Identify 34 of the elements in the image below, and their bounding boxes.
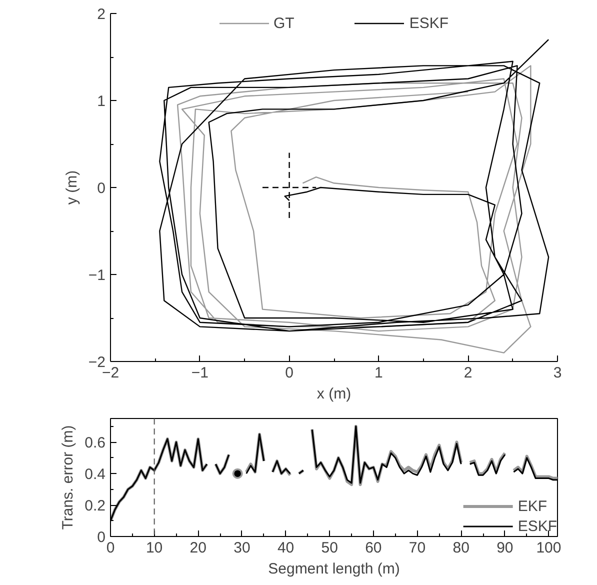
y-axis-title: Trans. error (m) [60, 425, 77, 530]
x-tick-label: 3 [553, 364, 562, 382]
y-tick-label: 1 [97, 93, 106, 110]
x-tick-label: 90 [496, 540, 514, 556]
y-tick-label: −2 [88, 354, 106, 371]
line-series [176, 65, 532, 354]
y-tick-label: −1 [88, 267, 106, 284]
legend-label: ESKF [518, 518, 557, 534]
legend-label: EKF [518, 498, 547, 514]
x-tick-label: 70 [408, 540, 426, 556]
legend-label: ESKF [409, 14, 449, 32]
x-tick-label: 60 [365, 540, 382, 556]
y-tick-label: 0 [97, 180, 106, 197]
y-tick-label: 2 [97, 6, 106, 23]
y-tick-label: 0 [97, 529, 106, 546]
y-axis-title: y (m) [63, 170, 80, 205]
x-tick-label: 40 [277, 540, 294, 556]
x-tick-label: 1 [374, 364, 383, 382]
x-tick-label: 0 [285, 364, 294, 382]
x-tick-label: −1 [191, 364, 208, 382]
x-axis-title: x (m) [316, 386, 352, 402]
x-tick-label: 30 [234, 540, 250, 556]
x-tick-label: 100 [536, 540, 562, 556]
x-tick-label: 10 [146, 540, 163, 556]
legend-label: GT [273, 14, 294, 32]
x-tick-label: 2 [464, 364, 472, 382]
x-tick-label: 20 [190, 540, 206, 556]
x-tick-label: 80 [452, 540, 470, 556]
y-tick-label: 0.4 [84, 466, 106, 484]
x-tick-label: 50 [321, 540, 338, 556]
y-tick-label: 0.2 [84, 498, 106, 515]
line-series [159, 39, 550, 332]
y-tick-label: 0.6 [84, 434, 106, 452]
x-axis-title: Segment length (m) [268, 560, 400, 578]
